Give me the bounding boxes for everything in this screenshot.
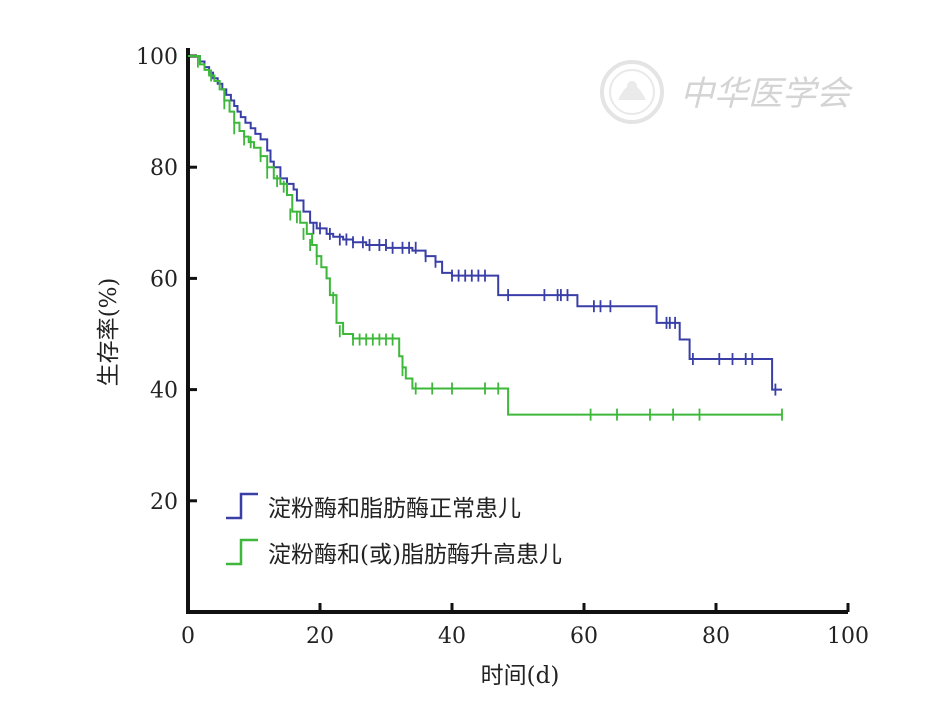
y-tick-label: 100 xyxy=(136,45,178,70)
legend-item-elevated: 淀粉酶和(或)脂肪酶升高患儿 xyxy=(226,538,562,568)
x-tick-label: 20 xyxy=(306,624,334,649)
series-normal xyxy=(188,55,782,396)
legend-symbol-normal xyxy=(226,492,258,520)
legend-label-normal: 淀粉酶和脂肪酶正常患儿 xyxy=(268,496,521,522)
legend: 淀粉酶和脂肪酶正常患儿 淀粉酶和(或)脂肪酶升高患儿 xyxy=(226,492,562,568)
series-elevated xyxy=(188,55,783,421)
y-ticks: 20 40 60 80 100 xyxy=(136,45,197,515)
x-tick-label: 40 xyxy=(438,624,466,649)
watermark-text: 中华医学会 xyxy=(680,74,854,114)
x-tick-label: 60 xyxy=(570,624,598,649)
x-tick-label: 100 xyxy=(827,624,869,649)
legend-symbol-elevated xyxy=(226,538,258,566)
y-axis-title: 生存率(%) xyxy=(96,278,122,387)
series-layer xyxy=(188,55,783,421)
watermark: 中华医学会 xyxy=(600,60,854,124)
x-tick-label: 80 xyxy=(702,624,730,649)
axes: 0 20 40 60 80 100 20 40 60 80 100 时间(d) 生存率(%) xyxy=(96,45,869,689)
legend-item-normal: 淀粉酶和脂肪酶正常患儿 xyxy=(226,492,521,522)
y-tick-label: 60 xyxy=(150,267,178,292)
y-tick-label: 20 xyxy=(150,490,178,515)
x-tick-label: 0 xyxy=(181,624,195,649)
series-line xyxy=(188,55,782,391)
y-tick-label: 40 xyxy=(150,379,178,404)
legend-label-elevated: 淀粉酶和(或)脂肪酶升高患儿 xyxy=(268,542,562,568)
watermark-seal-icon xyxy=(600,60,664,124)
x-ticks: 0 20 40 60 80 100 xyxy=(181,603,869,649)
y-tick-label: 80 xyxy=(150,156,178,181)
x-axis-title: 时间(d) xyxy=(481,663,560,689)
